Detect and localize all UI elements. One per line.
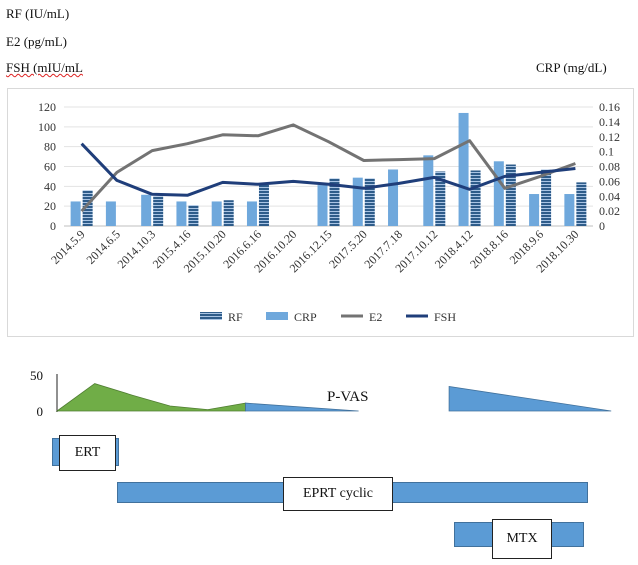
legend-swatch-rf — [200, 312, 222, 320]
vas-area-blue1 — [245, 402, 359, 412]
left-tick-label: 120 — [38, 100, 56, 114]
rf-bar — [505, 164, 516, 226]
left-tick-label: 80 — [44, 140, 56, 154]
fsh-line — [80, 142, 576, 197]
crp-bar — [105, 201, 116, 226]
vas-tick-label: 0 — [37, 404, 44, 419]
crp-bar — [352, 177, 363, 226]
crp-bar — [529, 194, 540, 226]
legend-swatch-crp — [266, 312, 288, 320]
rf-bar — [576, 182, 587, 226]
left-tick-label: 20 — [44, 199, 56, 213]
crp-bar — [388, 169, 399, 226]
right-tick-label: 0.12 — [599, 130, 620, 144]
lab-chart-frame: 0 20 40 60 80 100 120 0 0.02 0.04 0.06 0.08 0.1 0.12 0… — [7, 88, 634, 337]
crp-bar — [564, 194, 575, 226]
rf-bar — [188, 205, 199, 226]
right-tick-label: 0 — [599, 219, 605, 233]
e2-line — [80, 123, 576, 213]
left-tick-label: 100 — [38, 120, 56, 134]
vas-tick-label: 50 — [30, 368, 43, 383]
rf-bar — [223, 200, 234, 226]
mtx-label-box: MTX — [492, 519, 552, 559]
crp-bar — [317, 185, 328, 226]
fsh-unit-text: FSH (mIU/mL — [6, 60, 83, 75]
rf-unit-label: RF (IU/mL) — [6, 6, 70, 21]
left-tick-label: 40 — [44, 179, 56, 193]
crp-bar — [423, 155, 434, 226]
rf-bar — [153, 196, 164, 226]
vas-area-green — [55, 383, 246, 412]
e2-unit-label: E2 (pg/mL) — [6, 34, 68, 49]
legend-label-crp: CRP — [294, 310, 317, 324]
right-tick-label: 0.06 — [599, 174, 620, 188]
ert-label-box: ERT — [59, 435, 116, 471]
legend-label-e2: E2 — [369, 310, 382, 324]
left-tick-label: 60 — [44, 160, 56, 174]
right-tick-label: 0.16 — [599, 100, 620, 114]
rf-bar — [470, 170, 481, 226]
rf-bar — [364, 178, 375, 226]
crp-bar — [458, 112, 469, 226]
rf-bar — [541, 169, 552, 226]
x-tick-label: 2014.5.9 — [48, 227, 88, 267]
fsh-unit-label: FSH (mIU/mL — [6, 60, 83, 76]
eprt-label-box: EPRT cyclic — [283, 477, 393, 511]
left-tick-label: 0 — [50, 219, 56, 233]
crp-bar — [211, 201, 222, 226]
crp-bar — [141, 194, 152, 226]
rf-bar — [258, 184, 269, 226]
legend-label-fsh: FSH — [434, 310, 456, 324]
vas-title: P-VAS — [327, 389, 368, 405]
crp-bar — [493, 161, 504, 226]
right-tick-label: 0.08 — [599, 160, 620, 174]
rf-bar — [82, 190, 93, 226]
rf-bar — [435, 171, 446, 226]
legend-label-rf: RF — [228, 310, 243, 324]
right-tick-label: 0.02 — [599, 204, 620, 218]
x-tick-label: 2018.8.16 — [467, 227, 511, 271]
vas-area-blue2 — [448, 386, 612, 412]
right-tick-label: 0.14 — [599, 115, 620, 129]
rf-bar — [329, 178, 340, 226]
crp-bar — [70, 201, 81, 226]
crp-bar — [176, 201, 187, 226]
crp-bar — [246, 201, 257, 226]
crp-unit-label: CRP (mg/dL) — [536, 60, 607, 75]
right-tick-label: 0.1 — [599, 145, 614, 159]
lab-chart: 02040608010012000.020.040.060.080.10.120… — [38, 100, 620, 324]
right-tick-label: 0.04 — [599, 189, 620, 203]
